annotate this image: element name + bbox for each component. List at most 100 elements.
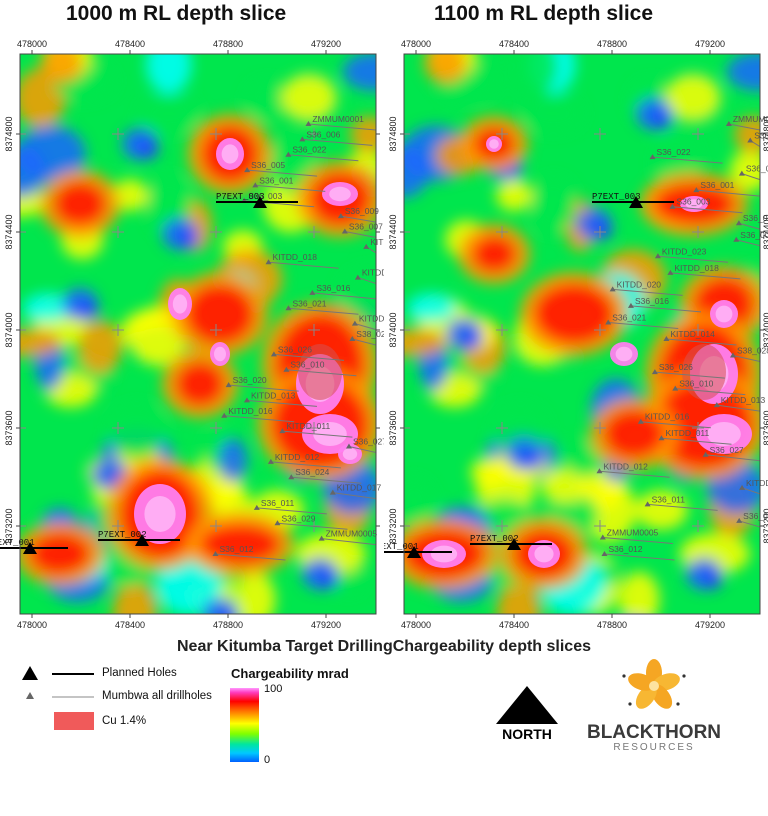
drillhole-label: S36_029 — [281, 513, 315, 523]
drillhole-label: S36_005 — [251, 160, 285, 170]
north-arrow: NORTH — [496, 686, 558, 742]
drillhole-label: S36_012 — [219, 544, 253, 554]
north-arrow-icon — [496, 686, 558, 724]
drillhole-label: ZMMUM0001 — [312, 114, 364, 124]
x-tick-bottom: 479200 — [311, 620, 341, 630]
planned-hole-triangle-icon — [22, 666, 38, 680]
legend-all-drillholes-label: Mumbwa all drillholes — [102, 690, 212, 702]
drillhole-label: S36_003 — [248, 191, 282, 201]
x-tick-top: 478000 — [17, 39, 47, 49]
y-tick-left: 8373600 — [388, 410, 398, 445]
colorbar-title: Chargeability mrad — [231, 666, 349, 681]
x-tick-bottom: 478400 — [499, 620, 529, 630]
drillhole-label: S36_027 — [353, 437, 384, 447]
drillhole-label: KITDD_018 — [674, 263, 719, 273]
right-depth-slice-map: ZMMUM0001 S36_006 S36_022 S36_005 S36_001 S36… — [384, 30, 768, 630]
drillhole-label: ZMMUM0001 — [733, 114, 768, 124]
drillholes: ZMMUM0001 S36_006 S36_022 S36_005 S36_001 S36… — [0, 114, 384, 561]
drillhole-label: KITDD_017 — [746, 478, 768, 488]
x-tick-top: 478800 — [213, 39, 243, 49]
drillhole-label: S36_020 — [233, 375, 267, 385]
planned-hole-icon — [629, 196, 643, 208]
colorbar-max: 100 — [264, 683, 283, 695]
planned-hole-label: P7EXT_001 — [384, 542, 419, 552]
drillhole-label: S36_011 — [261, 498, 295, 508]
y-tick-right: 8373600 — [762, 410, 768, 445]
x-tick-bottom: 478400 — [115, 620, 145, 630]
drillhole-label: S38_028 — [737, 346, 768, 356]
x-tick-top: 479200 — [695, 39, 725, 49]
drillhole-label: KITDD_012 — [275, 452, 320, 462]
right-map-title: 1100 m RL depth slice — [434, 2, 654, 25]
x-tick-top: 478800 — [597, 39, 627, 49]
y-tick-right: 8374400 — [762, 214, 768, 249]
drillhole-label: S36_026 — [659, 362, 693, 372]
x-tick-bottom: 478000 — [401, 620, 431, 630]
drillhole-label: S36_022 — [657, 147, 691, 157]
y-tick-left: 8373600 — [4, 410, 14, 445]
legend-symbols — [22, 666, 94, 730]
drillhole-label: S36_016 — [635, 296, 669, 306]
planned-hole-label: P7EXT_002 — [470, 534, 519, 544]
drillhole-label: S36_006 — [306, 129, 340, 139]
y-tick-left: 8374000 — [4, 312, 14, 347]
drillhole-label: ZMMUM0005 — [607, 527, 659, 537]
drillhole-label: S36_021 — [292, 298, 326, 308]
north-label: NORTH — [502, 726, 552, 742]
drillholes: ZMMUM0001 S36_006 S36_022 S36_005 S36_001 S36… — [384, 114, 768, 561]
x-tick-bottom: 479200 — [695, 620, 725, 630]
x-tick-top: 478400 — [115, 39, 145, 49]
company-name: BLACKTHORN — [587, 722, 721, 743]
chargeability-field — [20, 54, 376, 614]
drillhole-label: KITDD_014 — [670, 329, 715, 339]
planned-hole-label: P7EXT_001 — [0, 538, 35, 548]
drillhole-label: S36_016 — [316, 283, 350, 293]
drillhole-label: S36_005 — [746, 164, 768, 174]
y-tick-left: 8373200 — [388, 508, 398, 543]
y-tick-left: 8374800 — [388, 116, 398, 151]
planned-hole-icon — [253, 196, 267, 208]
drillhole-label: KITDD_016 — [645, 412, 690, 422]
drillhole-label: S36_009 — [345, 206, 379, 216]
drillhole-label: KITDD_013 — [251, 390, 296, 400]
drillhole-label: KITDD_017 — [337, 483, 382, 493]
x-tick-top: 478000 — [401, 39, 431, 49]
cu-zone — [682, 344, 726, 400]
x-tick-bottom: 478000 — [17, 620, 47, 630]
planned-hole-icon — [407, 546, 421, 558]
drillhole-label: KITDD_013 — [721, 395, 766, 405]
planned-hole-label: P7EXT_002 — [98, 530, 147, 540]
drillhole-label: S36_003 — [676, 197, 710, 207]
drillhole-label: S36_024 — [295, 467, 329, 477]
cu-swatch — [54, 712, 94, 730]
colorbar — [230, 688, 259, 762]
left-depth-slice-map: ZMMUM0001 S36_006 S36_022 S36_005 S36_001 S36… — [0, 30, 384, 630]
chargeability-field — [404, 54, 760, 614]
planned-hole-icon — [23, 542, 37, 554]
drillhole-label: S36_027 — [710, 445, 744, 455]
drillhole-label: S36_021 — [612, 312, 646, 322]
y-tick-left: 8374400 — [388, 214, 398, 249]
drillhole-label: KITDD_011 — [665, 428, 709, 438]
left-map-title: 1000 m RL depth slice — [66, 2, 287, 25]
drillhole-label: KITDD_011 — [286, 421, 330, 431]
company-logo: BLACKTHORN RESOURCES — [587, 659, 721, 753]
colorbar-min: 0 — [264, 754, 271, 766]
drillhole-label: KITDD_020 — [362, 268, 384, 278]
drillhole-label: KITDD_012 — [603, 461, 648, 471]
y-tick-left: 8374000 — [388, 312, 398, 347]
drillhole-label: S36_012 — [608, 544, 642, 554]
drillhole-triangle-icon — [26, 692, 34, 699]
drillhole-label: ZMMUM0005 — [326, 529, 378, 539]
drillhole-label: KITDD_023 — [370, 237, 384, 247]
drillhole-label: S36_009 — [743, 213, 768, 223]
cu-zone — [298, 344, 342, 400]
drillhole-label: S36_022 — [292, 145, 326, 155]
drillhole-label: S36_007 — [740, 230, 768, 240]
drillhole-label: S36_010 — [679, 379, 713, 389]
drillhole-label: S36_001 — [259, 175, 293, 185]
map-frame — [19, 53, 377, 615]
x-tick-bottom: 478800 — [597, 620, 627, 630]
legend-planned-holes-label: Planned Holes — [102, 667, 177, 679]
drillhole-label: S36_010 — [290, 360, 324, 370]
